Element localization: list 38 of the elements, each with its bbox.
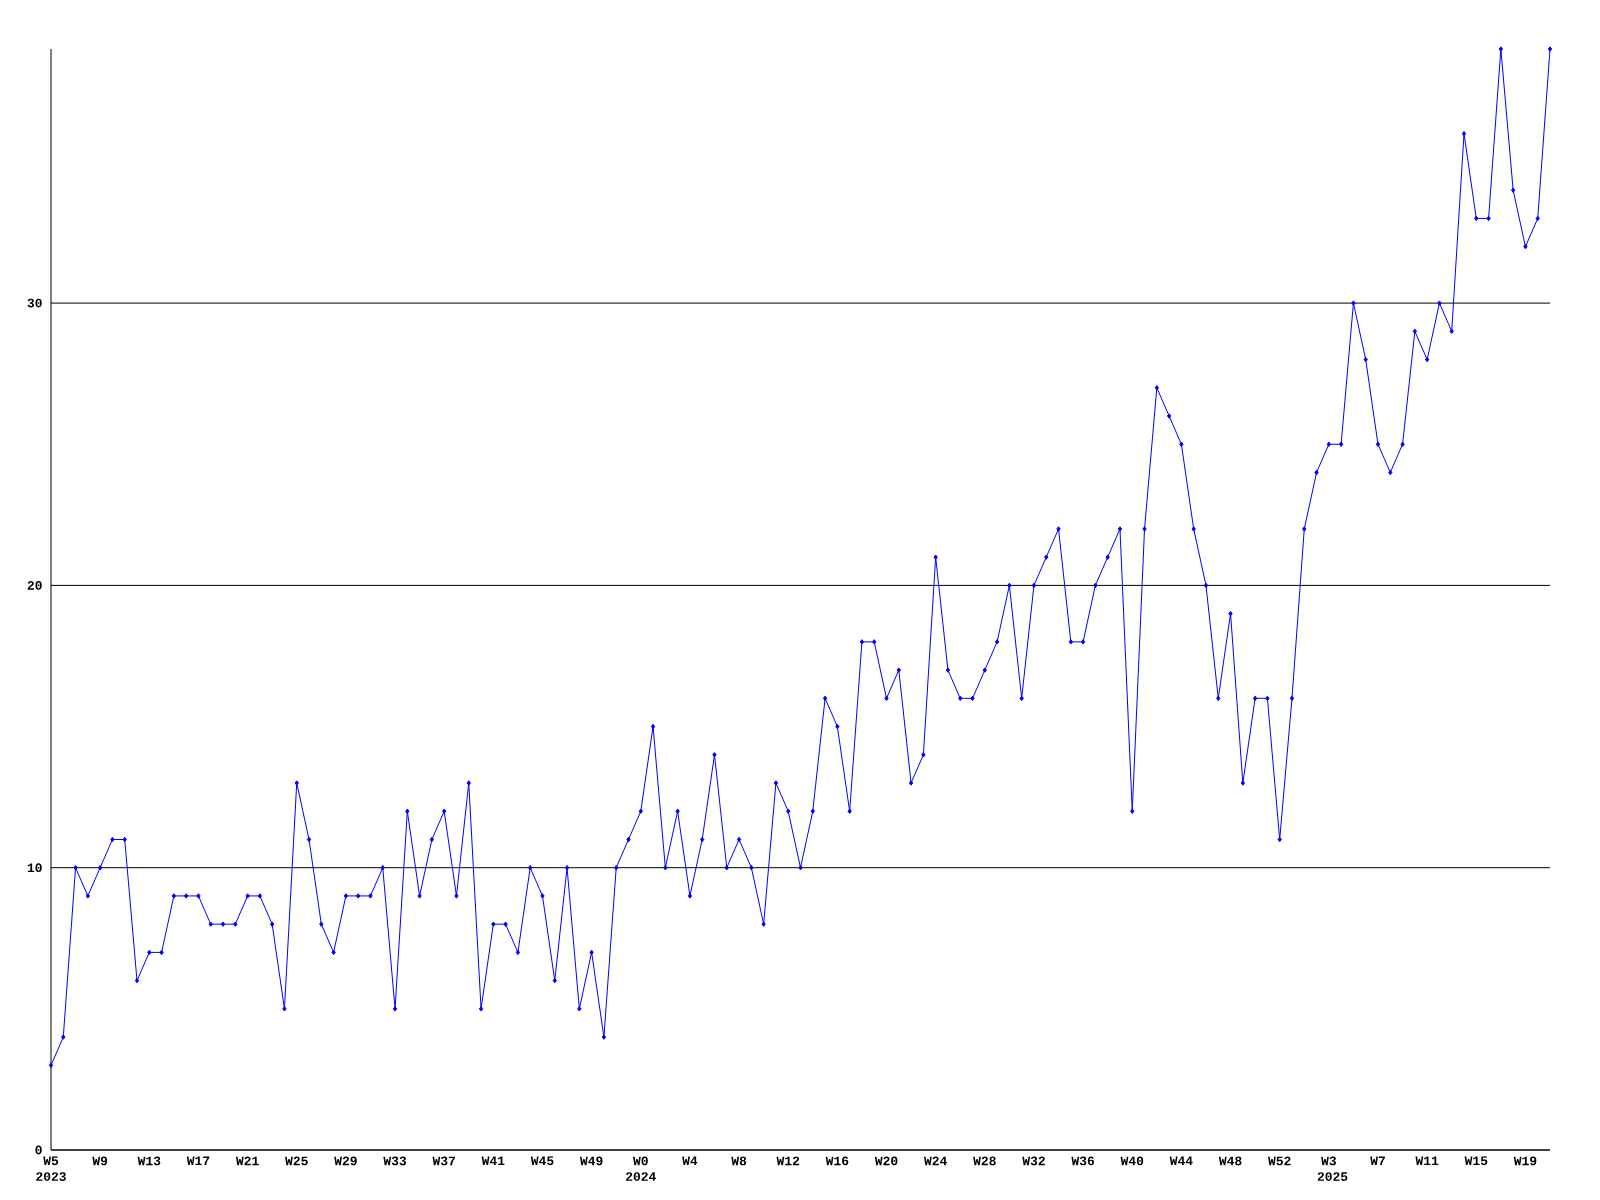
x-tick-label: W49 <box>579 1156 603 1166</box>
x-tick-label: W17 <box>186 1156 210 1166</box>
x-tick-label: W11 <box>1415 1156 1439 1166</box>
x-tick-label: W0 <box>633 1156 648 1166</box>
x-tick-label: W40 <box>1120 1156 1144 1166</box>
x-tick-label: W25 <box>285 1156 308 1166</box>
x-tick-label: W5 <box>43 1156 59 1166</box>
text: 2024 <box>626 1172 656 1181</box>
x-tick-label: W4 <box>682 1156 698 1166</box>
x-tick-label: W21 <box>235 1156 259 1166</box>
text: 2023 <box>36 1172 66 1181</box>
x-tick-label: W9 <box>92 1156 108 1166</box>
y-tick-label: 20 <box>27 581 42 590</box>
x-tick-label: W8 <box>731 1156 747 1166</box>
y-tick-label: 0 <box>35 1145 42 1155</box>
text: 2025 <box>1317 1172 1348 1181</box>
x-tick-label: W16 <box>825 1156 849 1166</box>
x-tick-label: W45 <box>530 1156 554 1166</box>
x-tick-label: W13 <box>137 1156 161 1166</box>
x-tick-label: W33 <box>383 1156 407 1166</box>
x-tick-label: W29 <box>334 1156 357 1166</box>
x-tick-label: W7 <box>1370 1156 1385 1166</box>
x-tick-label: W12 <box>776 1156 800 1166</box>
x-tick-label: W15 <box>1464 1156 1488 1166</box>
x-tick-label: W41 <box>481 1156 505 1166</box>
x-tick-label: W3 <box>1321 1156 1336 1166</box>
x-tick-label: W48 <box>1218 1156 1242 1166</box>
y-tick-label: 10 <box>27 863 42 873</box>
x-tick-label: W36 <box>1071 1156 1095 1166</box>
y-tick-label: 30 <box>27 298 42 308</box>
x-tick-label: W37 <box>432 1156 455 1166</box>
x-tick-label: W19 <box>1513 1156 1537 1166</box>
x-tick-label: W20 <box>874 1156 898 1166</box>
x-tick-label: W28 <box>973 1156 996 1166</box>
x-tick-label: W32 <box>1022 1156 1045 1166</box>
x-tick-label: W44 <box>1169 1156 1193 1166</box>
x-tick-label: W24 <box>924 1156 947 1166</box>
x-tick-label: W52 <box>1268 1156 1291 1166</box>
